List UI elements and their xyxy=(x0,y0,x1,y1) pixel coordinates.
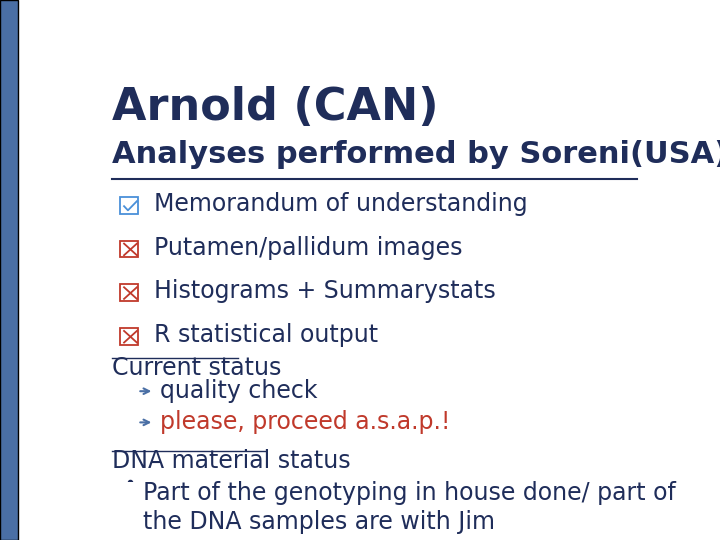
Text: Arnold (CAN): Arnold (CAN) xyxy=(112,85,439,129)
Text: please, proceed a.s.a.p.!: please, proceed a.s.a.p.! xyxy=(160,410,450,434)
Text: R statistical output: R statistical output xyxy=(154,323,378,347)
Text: the DNA samples are with Jim: the DNA samples are with Jim xyxy=(143,510,495,534)
Text: quality check: quality check xyxy=(160,379,318,403)
Text: DNA material status: DNA material status xyxy=(112,449,351,474)
Text: Putamen/pallidum images: Putamen/pallidum images xyxy=(154,236,463,260)
Text: Histograms + Summarystats: Histograms + Summarystats xyxy=(154,279,496,303)
Text: Analyses performed by Soreni(USA): Analyses performed by Soreni(USA) xyxy=(112,140,720,168)
Text: Current status: Current status xyxy=(112,356,282,380)
Text: Memorandum of understanding: Memorandum of understanding xyxy=(154,192,528,216)
Text: Part of the genotyping in house done/ part of: Part of the genotyping in house done/ pa… xyxy=(143,481,676,504)
